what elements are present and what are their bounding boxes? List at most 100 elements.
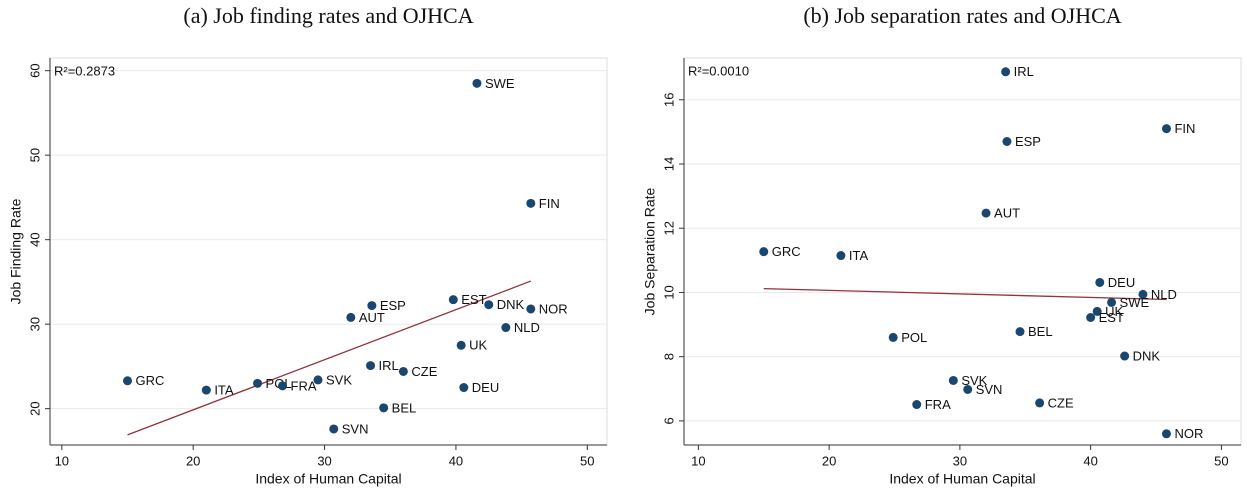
y-tick-label: 20 (27, 401, 42, 415)
y-tick-label: 6 (661, 417, 676, 424)
x-tick-label: 30 (953, 453, 967, 468)
point (888, 332, 898, 342)
x-tick-label: 40 (449, 453, 463, 468)
point-label: SVK (326, 372, 352, 387)
fit-line (763, 287, 1167, 301)
point-label: FIN (539, 196, 560, 211)
point (366, 361, 376, 371)
point (459, 383, 469, 393)
point (526, 198, 536, 208)
point (1095, 277, 1105, 287)
point (448, 295, 458, 305)
point (501, 323, 511, 333)
x-tick-label: 20 (822, 453, 836, 468)
point (1161, 429, 1171, 439)
point-label: GRC (772, 244, 801, 259)
point-label: EST (461, 292, 486, 307)
point (1120, 351, 1130, 361)
point (398, 366, 408, 376)
y-tick-label: 16 (661, 93, 676, 107)
point-label: NOR (539, 301, 568, 316)
x-tick-label: 10 (691, 453, 705, 468)
point-label: FRA (291, 378, 317, 393)
point-label: DEU (472, 380, 499, 395)
point-label: GRC (136, 373, 165, 388)
point-label: UK (469, 338, 487, 353)
point-label: SWE (1120, 295, 1150, 310)
point (759, 247, 769, 257)
point-label: ITA (214, 383, 234, 398)
y-tick-label: 30 (27, 317, 42, 331)
point-label: CZE (1048, 395, 1074, 410)
point-label: ITA (849, 248, 869, 263)
point-label: DNK (1133, 348, 1161, 363)
y-axis-label: Job Separation Rate (642, 187, 658, 315)
point-label: UK (1105, 304, 1123, 319)
annotation: R²=0.2873 (54, 63, 115, 78)
point-label: ESP (1015, 134, 1041, 149)
point-label: SVN (976, 382, 1003, 397)
point (963, 384, 973, 394)
point-label: BEL (392, 400, 417, 415)
point (1035, 398, 1045, 408)
point-label: ESP (380, 298, 406, 313)
point-label: SVN (342, 421, 369, 436)
x-tick-label: 10 (55, 453, 69, 468)
point-label: NLD (1151, 287, 1177, 302)
x-tick-label: 50 (1214, 453, 1228, 468)
point-label: FRA (925, 397, 951, 412)
y-tick-label: 40 (27, 232, 42, 246)
x-tick-label: 30 (317, 453, 331, 468)
y-tick-label: 50 (27, 148, 42, 162)
point-label: POL (266, 376, 292, 391)
point-label: SWE (485, 76, 515, 91)
point-label: NOR (1174, 426, 1203, 441)
point (346, 312, 356, 322)
point (1107, 297, 1117, 307)
point-label: AUT (359, 310, 385, 325)
point (1086, 312, 1096, 322)
chart-title: (a) Job finding rates and OJHCA (183, 3, 473, 28)
point (278, 381, 288, 391)
point (472, 78, 482, 88)
y-tick-label: 8 (661, 353, 676, 360)
point-label: EST (1099, 310, 1124, 325)
point (1002, 137, 1012, 147)
x-tick-label: 20 (186, 453, 200, 468)
x-tick-label: 40 (1083, 453, 1097, 468)
point-label: IRL (1014, 64, 1034, 79)
y-tick-label: 14 (661, 157, 676, 171)
point-label: NLD (514, 320, 540, 335)
chart-title: (b) Job separation rates and OJHCA (803, 3, 1121, 28)
point (367, 301, 377, 311)
point (123, 376, 133, 386)
point (313, 375, 323, 385)
point-label: SVK (961, 373, 987, 388)
point (1092, 306, 1102, 316)
point (912, 400, 922, 410)
point-label: AUT (994, 206, 1020, 221)
point (456, 340, 466, 350)
y-tick-label: 60 (27, 63, 42, 77)
point-label: CZE (411, 364, 437, 379)
point (379, 403, 389, 413)
point-label: DEU (1108, 275, 1135, 290)
point-label: POL (901, 330, 927, 345)
point (1138, 289, 1148, 299)
fit-line (127, 280, 532, 436)
point (526, 304, 536, 314)
point (253, 378, 263, 388)
y-tick-label: 12 (661, 221, 676, 235)
x-axis-label: Index of Human Capital (255, 471, 401, 487)
point-label: BEL (1028, 324, 1053, 339)
point (1015, 327, 1025, 337)
point (329, 424, 339, 434)
point (1161, 124, 1171, 134)
x-axis-label: Index of Human Capital (889, 471, 1035, 487)
point (948, 375, 958, 385)
point (836, 251, 846, 261)
annotation: R²=0.0010 (688, 63, 749, 78)
y-tick-label: 10 (661, 285, 676, 299)
point-label: FIN (1174, 121, 1195, 136)
point (1001, 67, 1011, 77)
